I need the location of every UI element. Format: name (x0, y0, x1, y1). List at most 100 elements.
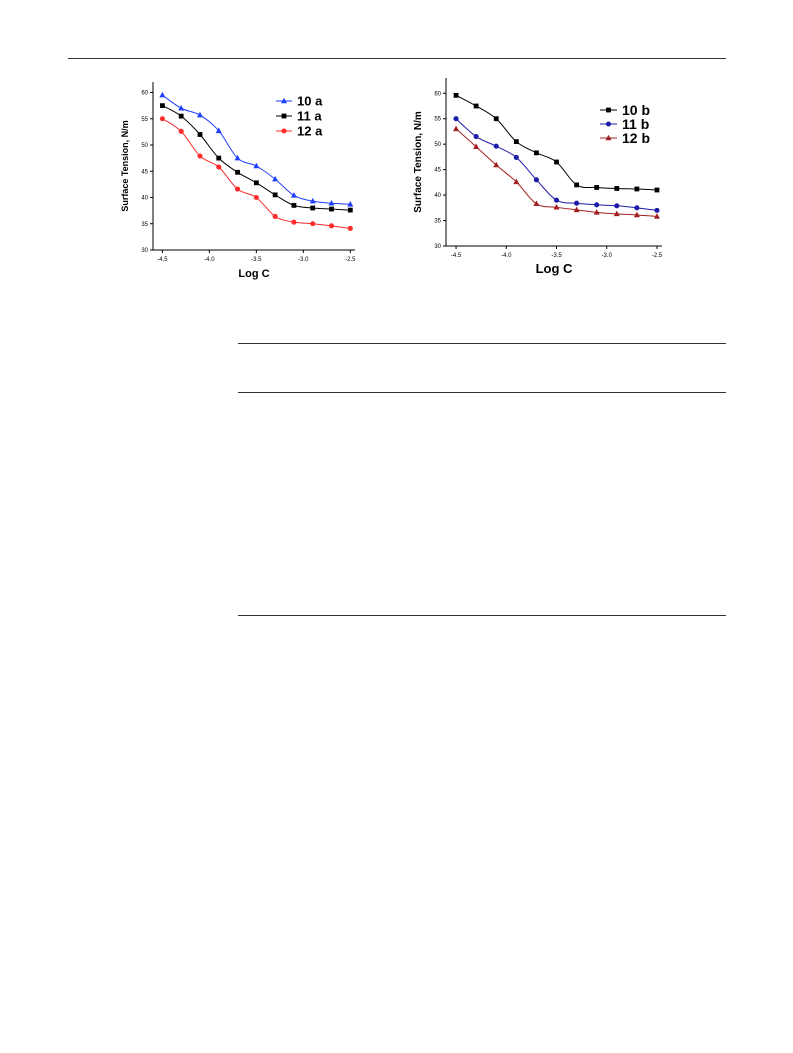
data-point (197, 153, 203, 159)
data-point (513, 178, 520, 185)
data-point (197, 132, 203, 137)
y-tick-label: 45 (141, 169, 148, 175)
data-point (513, 139, 519, 145)
y-axis-label: Surface Tension, N/m (413, 111, 424, 213)
data-point (290, 192, 297, 198)
page-header-rule (68, 58, 726, 59)
legend-marker (606, 107, 611, 113)
data-point (473, 103, 479, 109)
data-point (554, 159, 559, 165)
data-point (513, 154, 519, 160)
y-tick-label: 55 (141, 117, 148, 123)
data-point (178, 113, 184, 119)
data-point (347, 207, 353, 213)
table-bottom-rule (238, 615, 726, 616)
y-tick-label: 45 (434, 168, 441, 174)
data-point (533, 200, 540, 206)
x-tick-label: -2.5 (652, 253, 663, 259)
data-point (574, 182, 580, 188)
data-point (347, 225, 353, 232)
surface-tension-chart-b: -4.5 -4.0 -3.5 -3.0 -2.5 30 35 40 45 50 55 60 Log C S… (413, 78, 663, 276)
x-tick-label: -4.5 (451, 253, 462, 259)
data-point (328, 223, 335, 229)
data-point (633, 211, 640, 218)
data-point (329, 206, 334, 212)
legend-marker (281, 97, 287, 104)
x-tick-label: -4.0 (501, 253, 512, 259)
data-point (272, 192, 278, 198)
data-point (613, 210, 620, 217)
legend-label: 12 b (622, 130, 650, 146)
data-point (473, 143, 480, 149)
data-point (533, 177, 539, 183)
data-point (272, 175, 279, 182)
data-point (553, 204, 560, 210)
legend-marker (281, 113, 287, 119)
series-line (162, 105, 351, 211)
y-tick-label: 50 (434, 142, 441, 148)
data-point (614, 203, 620, 209)
data-point (178, 128, 184, 134)
data-point (196, 111, 203, 118)
data-point (534, 150, 539, 156)
surface-tension-chart-a: -4.5 -4.0 -3.5 -3.0 -2.5 30 35 40 45 50 55 60 Log C S… (120, 82, 356, 280)
legend-label: 11 a (297, 109, 322, 124)
data-point (634, 186, 640, 192)
table-header-rule (238, 392, 726, 393)
x-tick-label: -4.5 (157, 257, 168, 263)
y-tick-label: 60 (434, 91, 441, 97)
x-tick-label: -4.0 (204, 257, 215, 263)
x-tick-label: -3.0 (602, 253, 613, 259)
data-point (493, 143, 499, 149)
y-tick-label: 35 (434, 219, 441, 225)
x-tick-label: -3.0 (298, 257, 309, 263)
x-tick-label: -3.5 (251, 257, 262, 263)
y-tick-label: 30 (434, 244, 441, 250)
data-point (178, 104, 185, 111)
legend-label: 11 b (622, 116, 649, 132)
x-tick-label: -3.5 (551, 253, 562, 259)
data-point (159, 103, 165, 109)
data-point (453, 92, 459, 98)
data-point (310, 221, 316, 227)
data-point (553, 197, 560, 203)
data-point (216, 155, 222, 161)
data-point (593, 209, 600, 215)
data-point (235, 186, 241, 192)
data-point (291, 202, 297, 208)
data-point (453, 116, 459, 122)
data-point (234, 154, 241, 161)
data-point (253, 180, 259, 186)
data-point (328, 199, 335, 206)
x-axis-label: Log C (536, 261, 573, 276)
table-top-rule (238, 343, 726, 344)
legend-label: 10 b (622, 102, 650, 118)
data-point (653, 213, 660, 219)
legend-marker (605, 134, 612, 141)
y-tick-label: 40 (434, 193, 441, 199)
series-line (162, 94, 351, 205)
legend-label: 10 a (297, 94, 323, 109)
data-point (614, 186, 620, 191)
legend-label: 12 a (297, 124, 323, 139)
data-point (216, 164, 222, 170)
data-point (493, 116, 499, 122)
data-point (654, 207, 660, 213)
data-point (310, 205, 316, 211)
y-tick-label: 35 (141, 222, 148, 228)
data-point (634, 205, 640, 211)
data-point (493, 161, 500, 168)
y-tick-label: 60 (141, 91, 148, 97)
data-point (215, 127, 222, 134)
data-point (159, 116, 165, 122)
y-tick-label: 30 (141, 248, 148, 254)
data-point (159, 91, 166, 98)
x-axis-label: Log C (238, 268, 269, 280)
data-point (272, 213, 278, 219)
data-point (253, 162, 260, 169)
data-point (347, 201, 354, 207)
data-point (594, 185, 600, 190)
y-tick-label: 55 (434, 117, 441, 123)
data-point (574, 200, 580, 206)
y-tick-label: 50 (141, 143, 148, 149)
